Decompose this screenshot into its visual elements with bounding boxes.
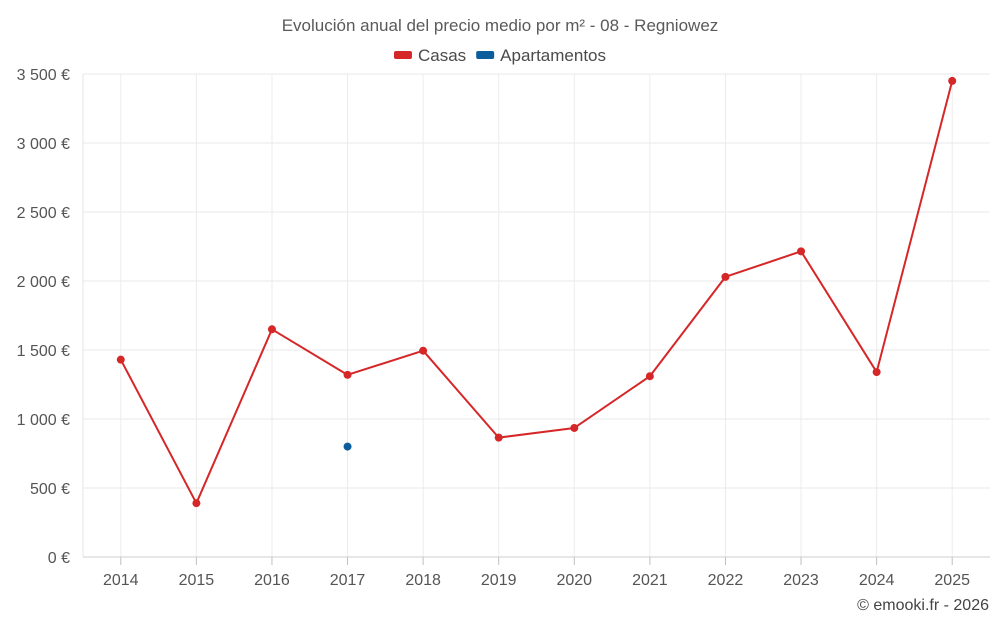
x-tick-label: 2014: [103, 572, 139, 589]
y-tick-label: 1 500 €: [17, 343, 70, 360]
credit-text: © emooki.fr - 2026: [857, 597, 989, 614]
y-tick-label: 2 500 €: [17, 205, 70, 222]
data-point-casas-2017[interactable]: [343, 370, 352, 379]
data-point-casas-2025[interactable]: [948, 76, 957, 85]
data-point-casas-2016[interactable]: [267, 325, 276, 334]
x-tick-label: 2025: [934, 572, 970, 589]
x-tick-label: 2017: [330, 572, 366, 589]
x-tick-label: 2019: [481, 572, 517, 589]
grid: [83, 73, 990, 557]
chart-title: Evolución anual del precio medio por m² …: [282, 16, 719, 35]
data-point-casas-2022[interactable]: [721, 272, 730, 281]
y-tick-label: 2 000 €: [17, 274, 70, 291]
y-tick-label: 1 000 €: [17, 412, 70, 429]
y-axis: 0 € 500 € 1 000 € 1 500 € 2 000 € 2 500 € 3 00…: [17, 67, 84, 567]
data-point-casas-2015[interactable]: [192, 499, 201, 508]
series-apartamentos: [343, 442, 352, 451]
data-point-casas-2014[interactable]: [116, 355, 125, 364]
x-tick-label: 2018: [405, 572, 441, 589]
data-point-casas-2020[interactable]: [570, 423, 579, 432]
series-line-casas: [119, 80, 954, 505]
x-tick-label: 2024: [859, 572, 895, 589]
y-tick-label: 0 €: [48, 550, 70, 567]
series-casas: [116, 76, 957, 508]
x-tick-label: 2015: [179, 572, 215, 589]
legend-label-apartamentos: Apartamentos: [500, 46, 606, 65]
data-point-casas-2023[interactable]: [797, 247, 806, 256]
x-tick-label: 2016: [254, 572, 290, 589]
x-tick-label: 2022: [708, 572, 744, 589]
y-tick-label: 3 000 €: [17, 136, 70, 153]
legend-item-apartamentos[interactable]: Apartamentos: [476, 46, 606, 65]
series-layer: [116, 76, 957, 508]
data-point-casas-2019[interactable]: [494, 433, 503, 442]
legend-swatch-casas: [393, 51, 412, 59]
data-point-casas-2024[interactable]: [872, 368, 881, 377]
x-tick-label: 2021: [632, 572, 668, 589]
data-point-casas-2018[interactable]: [419, 346, 428, 355]
legend: Casas Apartamentos: [393, 46, 606, 65]
data-point-apartamentos-2017[interactable]: [343, 442, 352, 451]
legend-item-casas[interactable]: Casas: [393, 46, 466, 65]
y-tick-label: 3 500 €: [17, 67, 70, 84]
legend-label-casas: Casas: [418, 46, 466, 65]
x-tick-label: 2020: [556, 572, 592, 589]
x-axis: 2014 2015 2016 2017 2018 2019 2020 2021 2022 2023…: [83, 556, 990, 589]
legend-swatch-apartamentos: [476, 51, 495, 59]
data-point-casas-2021[interactable]: [645, 372, 654, 381]
y-tick-label: 500 €: [30, 481, 70, 498]
x-tick-label: 2023: [783, 572, 819, 589]
